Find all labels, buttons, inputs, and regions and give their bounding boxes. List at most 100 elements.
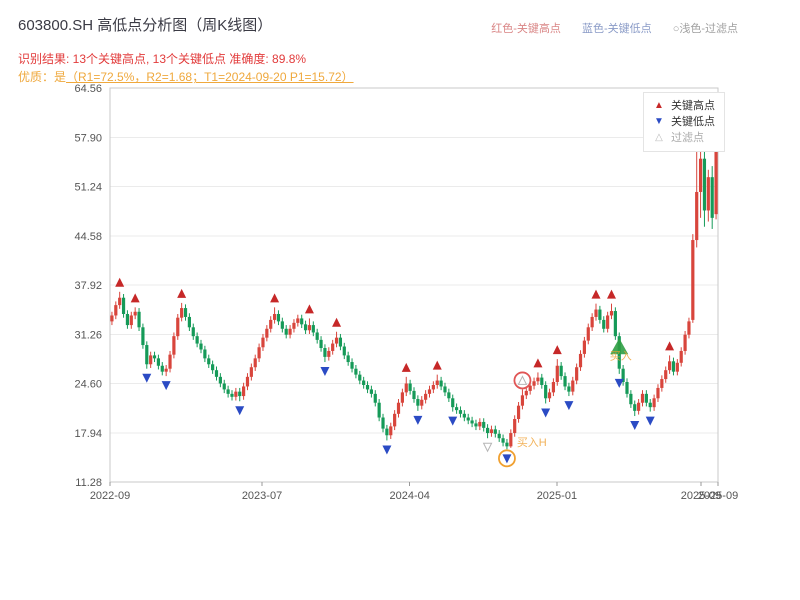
candle-body [230, 393, 234, 397]
filter-marker [517, 375, 528, 385]
key-low-marker [320, 367, 330, 377]
candle-body [222, 383, 226, 390]
x-tick-label: 2022-09 [90, 490, 130, 502]
key-high-marker [130, 293, 140, 303]
candle-body [152, 355, 157, 359]
key-high-marker [115, 277, 125, 287]
candle-body [396, 402, 401, 414]
candle-body [207, 358, 211, 365]
filter-triangle-icon: △ [655, 132, 663, 143]
candle-body [319, 339, 323, 349]
candle-body [489, 429, 494, 434]
candle-body [303, 324, 308, 331]
candle-body [629, 393, 633, 405]
candle-body [420, 399, 424, 406]
candle-body [249, 367, 253, 377]
candle-body [470, 420, 474, 424]
candle-body [195, 336, 199, 344]
candle-body [675, 362, 679, 372]
candle-body [168, 354, 172, 369]
y-tick-label: 17.94 [74, 428, 102, 440]
candle-body [578, 353, 583, 368]
chart-legend: ▲ 关键高点 ▼ 关键低点 △ 过滤点 [643, 92, 725, 152]
candle-body [598, 309, 602, 320]
candle-body [191, 327, 195, 337]
candle-body [261, 337, 265, 348]
candle-body [443, 386, 447, 393]
candle-body [706, 177, 710, 211]
y-tick-label: 44.58 [74, 231, 102, 243]
candle-body [660, 379, 664, 388]
candle-body [385, 428, 389, 436]
candle-body [238, 391, 242, 397]
candle-body [110, 315, 114, 322]
quality-line: 优质：是（R1=72.5%，R2=1.68；T1=2024-09-20 P1=1… [18, 68, 354, 85]
candle-body [625, 382, 629, 394]
candle-body [648, 402, 652, 408]
candle-body [698, 158, 703, 192]
legend-item-key-high: ▲ 关键高点 [653, 98, 715, 114]
candle-body [451, 398, 455, 408]
key-low-marker [413, 415, 423, 425]
key-low-marker [564, 401, 574, 411]
candle-body [652, 398, 656, 408]
candle-body [149, 355, 153, 365]
candle-body [269, 319, 273, 329]
key-high-triangle-icon: ▲ [654, 100, 664, 111]
candle-body [327, 350, 331, 357]
candle-body [323, 348, 327, 357]
candle-body [714, 123, 718, 215]
key-low-triangle-icon: ▼ [654, 116, 664, 127]
legend-label: 关键低点 [671, 116, 715, 128]
candle-body [482, 421, 486, 428]
candle-body [656, 387, 660, 399]
candle-body [664, 370, 668, 380]
candle-body [172, 336, 176, 355]
candle-body [137, 311, 141, 328]
legend-label: 过滤点 [671, 132, 704, 144]
candle-body [288, 328, 292, 335]
candle-body [524, 390, 528, 396]
candle-body [331, 343, 335, 351]
chart-annotation: 买入H [517, 436, 547, 449]
candle-body [381, 417, 385, 429]
candle-body [292, 322, 296, 329]
candle-body [710, 177, 714, 218]
candle-body [311, 325, 315, 333]
candle-body [582, 340, 586, 354]
candle-body [493, 429, 497, 434]
x-tick-label: 2025-09 [681, 490, 721, 502]
candle-body [272, 313, 277, 320]
candle-body [555, 365, 559, 383]
candle-body [176, 317, 180, 337]
candle-body [276, 313, 281, 322]
candle-body [265, 328, 269, 338]
candle-body [253, 358, 257, 368]
candle-body [129, 315, 133, 326]
candle-body [466, 417, 470, 421]
candle-body [354, 368, 358, 375]
candle-body [606, 315, 610, 329]
candle-body [613, 311, 617, 337]
x-tick-label: 2023-07 [242, 490, 282, 502]
candle-body [369, 389, 374, 394]
candle-body [257, 347, 261, 359]
key-low-marker [630, 421, 640, 431]
candle-body [180, 308, 184, 318]
candle-body [408, 383, 412, 391]
candle-body [695, 191, 699, 241]
candle-body [164, 368, 168, 372]
candle-body [516, 405, 521, 419]
page-title: 603800.SH 高低点分析图（周K线图） [18, 17, 273, 34]
key-low-marker [382, 445, 392, 455]
candle-body [307, 325, 312, 331]
candle-body [474, 423, 478, 427]
candle-body [242, 386, 246, 397]
candle-body [218, 376, 222, 384]
candle-body [199, 343, 203, 350]
signal-circle [498, 449, 516, 468]
candle-body [393, 413, 397, 427]
y-tick-label: 64.56 [74, 83, 102, 95]
